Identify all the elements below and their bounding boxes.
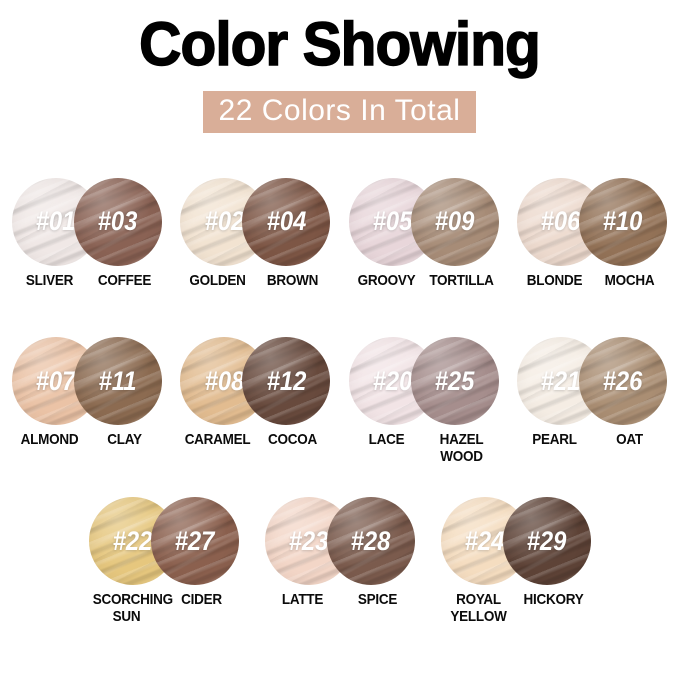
shade-name: SPICE: [357, 591, 397, 609]
shade-number: #11: [99, 365, 137, 396]
shade-number: #27: [174, 525, 215, 556]
subtitle-banner-wrap: 22 Colors In Total: [0, 90, 679, 133]
shade-number: #22: [112, 525, 153, 556]
swatch-grid: #01 #03 SLIVER COFFEE #02 #0: [0, 177, 679, 626]
shade-name: BROWN: [267, 271, 319, 289]
shade-number: #01: [36, 206, 76, 237]
shade-number: #26: [603, 365, 643, 396]
shade-name: CLAY: [107, 431, 142, 449]
shade-number: #25: [434, 365, 475, 396]
subtitle-banner: 22 Colors In Total: [202, 90, 477, 133]
swatch-circle-27: #27: [150, 497, 239, 586]
swatch-pair-02-04: #02 #04 GOLDEN BROWN: [180, 177, 331, 290]
shade-number: #10: [603, 206, 643, 237]
shade-number: #09: [434, 206, 475, 237]
shade-name: GOLDEN: [189, 271, 246, 289]
shade-number: #21: [541, 365, 581, 396]
swatch-pair-08-12: #08 #12 CARAMEL COCOA: [180, 337, 331, 465]
shade-number: #29: [526, 525, 567, 556]
shade-number: #23: [288, 525, 329, 556]
shade-name: CARAMEL: [185, 431, 251, 449]
shade-number: #03: [98, 206, 138, 237]
swatch-pair-20-25: #20 #25 LACE HAZEL WOOD: [348, 337, 499, 465]
shade-number: #20: [372, 365, 413, 396]
swatch-row-3: #22 #27 SCORCHING SUN CIDER #23: [0, 497, 679, 625]
shade-number: #02: [204, 206, 245, 237]
shade-number: #08: [204, 365, 245, 396]
swatch-circle-29: #29: [502, 497, 591, 586]
swatch-circle-10: #10: [578, 177, 667, 266]
shade-number: #28: [350, 525, 391, 556]
shade-name: SCORCHING SUN: [92, 591, 173, 625]
shade-name: TORTILLA: [428, 271, 494, 289]
swatch-circle-26: #26: [578, 337, 667, 426]
shade-name: HAZEL WOOD: [439, 431, 483, 465]
shade-name: BLONDE: [526, 271, 583, 289]
swatch-circle-03: #03: [74, 177, 162, 266]
swatch-row-2: #07 #11 ALMOND CLAY #08 #12: [0, 337, 679, 465]
shade-name: LACE: [368, 431, 404, 449]
swatch-circle-12: #12: [242, 337, 331, 426]
shade-name: GROOVY: [357, 271, 415, 289]
page-title: Color Showing: [138, 10, 541, 78]
shade-number: #05: [372, 206, 413, 237]
swatch-pair-21-26: #21 #26 PEARL OAT: [516, 337, 667, 465]
swatch-pair-06-10: #06 #10 BLONDE MOCHA: [516, 177, 667, 290]
shade-number: #24: [464, 525, 505, 556]
shade-name: ROYAL YELLOW: [449, 591, 507, 625]
shade-number: #07: [36, 365, 76, 396]
swatch-pair-05-09: #05 #09 GROOVY TORTILLA: [348, 177, 499, 290]
swatch-pair-23-28: #23 #28 LATTE SPICE: [264, 497, 415, 625]
swatch-pair-01-03: #01 #03 SLIVER COFFEE: [12, 177, 162, 290]
swatch-circle-28: #28: [326, 497, 415, 586]
shade-name: OAT: [616, 431, 643, 449]
swatch-circle-04: #04: [242, 177, 331, 266]
shade-name: COCOA: [268, 431, 318, 449]
shade-number: #06: [541, 206, 581, 237]
swatch-row-1: #01 #03 SLIVER COFFEE #02 #0: [0, 177, 679, 290]
shade-name: ALMOND: [20, 431, 79, 449]
swatch-circle-09: #09: [410, 177, 499, 266]
shade-name: LATTE: [281, 591, 323, 609]
shade-number: #12: [266, 365, 307, 396]
swatch-pair-07-11: #07 #11 ALMOND CLAY: [12, 337, 162, 465]
shade-name: MOCHA: [604, 271, 655, 289]
swatch-pair-22-27: #22 #27 SCORCHING SUN CIDER: [88, 497, 239, 625]
swatch-pair-24-29: #24 #29 ROYAL YELLOW HICKORY: [440, 497, 591, 625]
shade-name: PEARL: [532, 431, 577, 449]
shade-name: CIDER: [180, 591, 222, 609]
swatch-circle-11: #11: [74, 337, 162, 426]
shade-number: #04: [266, 206, 307, 237]
swatch-circle-25: #25: [410, 337, 499, 426]
shade-name: COFFEE: [97, 271, 152, 289]
shade-name: HICKORY: [523, 591, 583, 609]
shade-name: SLIVER: [25, 271, 74, 289]
